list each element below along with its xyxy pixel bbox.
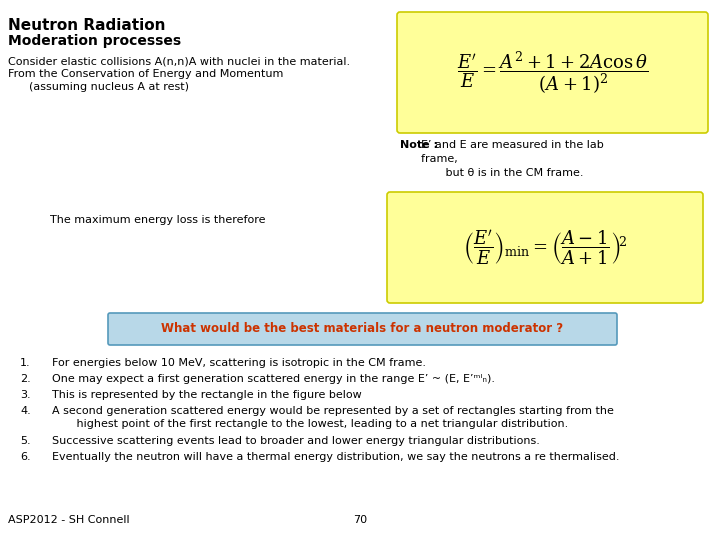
Text: 5.: 5.	[20, 436, 31, 446]
Text: The maximum energy loss is therefore: The maximum energy loss is therefore	[50, 215, 266, 225]
Text: Consider elastic collisions A(n,n)A with nuclei in the material.: Consider elastic collisions A(n,n)A with…	[8, 56, 350, 66]
Text: 6.: 6.	[20, 452, 31, 462]
Text: E’ and E are measured in the lab
      frame,
             but θ is in the CM fr: E’ and E are measured in the lab frame, …	[400, 140, 604, 178]
FancyBboxPatch shape	[387, 192, 703, 303]
Text: What would be the best materials for a neutron moderator ?: What would be the best materials for a n…	[161, 322, 564, 335]
Text: Successive scattering events lead to broader and lower energy triangular distrib: Successive scattering events lead to bro…	[52, 436, 540, 446]
Text: ASP2012 - SH Connell: ASP2012 - SH Connell	[8, 515, 130, 525]
Text: 3.: 3.	[20, 390, 31, 400]
Text: A second generation scattered energy would be represented by a set of rectangles: A second generation scattered energy wou…	[52, 406, 614, 429]
Text: Eventually the neutron will have a thermal energy distribution, we say the neutr: Eventually the neutron will have a therm…	[52, 452, 619, 462]
Text: 2.: 2.	[20, 374, 31, 384]
Text: Note :: Note :	[400, 140, 438, 150]
Text: This is represented by the rectangle in the figure below: This is represented by the rectangle in …	[52, 390, 361, 400]
FancyBboxPatch shape	[108, 313, 617, 345]
Text: 70: 70	[353, 515, 367, 525]
Text: 1.: 1.	[20, 358, 31, 368]
Text: Neutron Radiation: Neutron Radiation	[8, 18, 166, 33]
Text: One may expect a first generation scattered energy in the range E’ ~ (E, E’ᵐᴵₙ).: One may expect a first generation scatte…	[52, 374, 495, 384]
FancyBboxPatch shape	[397, 12, 708, 133]
Text: (assuming nucleus A at rest): (assuming nucleus A at rest)	[8, 82, 189, 92]
Text: From the Conservation of Energy and Momentum: From the Conservation of Energy and Mome…	[8, 69, 284, 79]
Text: $\dfrac{E'}{E} = \dfrac{A^2+1+2A\cos\theta}{(A+1)^2}$: $\dfrac{E'}{E} = \dfrac{A^2+1+2A\cos\the…	[456, 49, 648, 96]
Text: Moderation processes: Moderation processes	[8, 34, 181, 48]
Text: 4.: 4.	[20, 406, 31, 416]
Text: $\left(\dfrac{E'}{E}\right)_{\mathrm{min}} = \left(\dfrac{A-1}{A+1}\right)^{\!2}: $\left(\dfrac{E'}{E}\right)_{\mathrm{min…	[463, 228, 627, 267]
Text: For energies below 10 MeV, scattering is isotropic in the CM frame.: For energies below 10 MeV, scattering is…	[52, 358, 426, 368]
